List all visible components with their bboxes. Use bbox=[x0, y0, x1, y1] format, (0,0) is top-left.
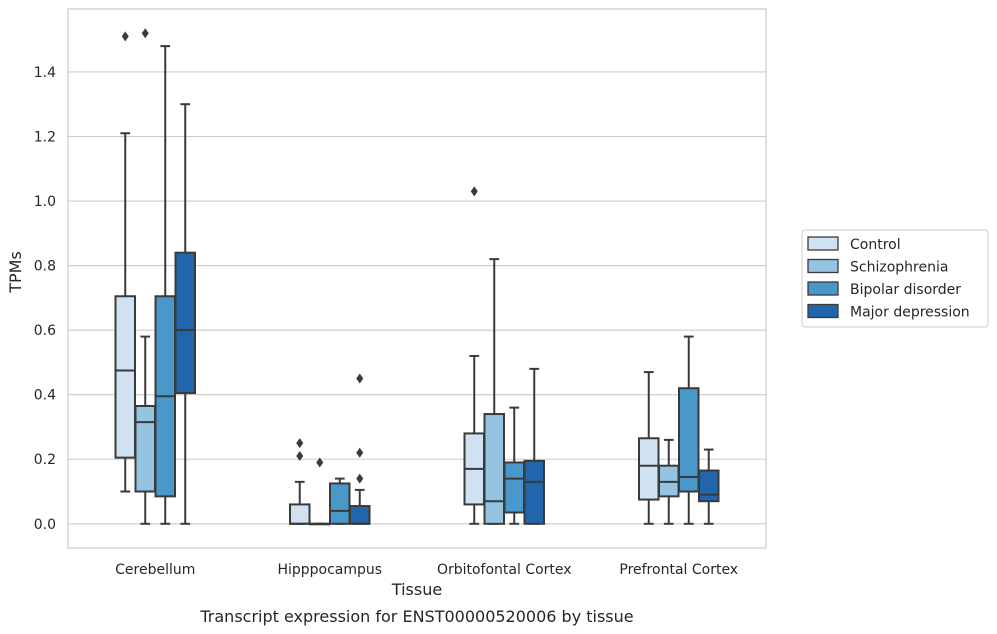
box-major-depression bbox=[174, 103, 196, 525]
y-tick-label: 1.4 bbox=[34, 65, 56, 81]
box-groups bbox=[114, 28, 720, 526]
box-iqr bbox=[174, 251, 196, 395]
outlier-point bbox=[141, 28, 149, 39]
y-tick-label: 0.4 bbox=[34, 388, 56, 404]
box-iqr bbox=[134, 404, 156, 493]
x-tick-label: Cerebellum bbox=[115, 562, 195, 578]
box-major-depression bbox=[349, 373, 371, 525]
y-tick-label: 0.8 bbox=[34, 259, 56, 275]
box-bipolar-disorder bbox=[154, 45, 176, 525]
plot-frame bbox=[67, 8, 767, 549]
x-axis-ticks: Cerebellum Hipppocampus Orbitofontal Corte… bbox=[115, 562, 738, 578]
outlier-point bbox=[356, 473, 364, 484]
box-iqr bbox=[289, 503, 311, 525]
box-control bbox=[638, 371, 660, 525]
box-iqr bbox=[503, 461, 525, 514]
box-bipolar-disorder bbox=[678, 335, 700, 525]
y-tick-label: 0.0 bbox=[34, 517, 56, 533]
legend-swatch bbox=[807, 236, 839, 251]
legend-label: Bipolar disorder bbox=[850, 282, 961, 298]
legend-label: Major depression bbox=[850, 305, 970, 321]
box-iqr bbox=[114, 295, 136, 459]
box-iqr bbox=[638, 437, 660, 501]
legend: Control Schizophrenia Bipolar disorder Majo… bbox=[801, 229, 989, 328]
legend-swatch bbox=[807, 303, 839, 319]
box-iqr bbox=[329, 482, 351, 525]
outlier-point bbox=[470, 186, 478, 197]
box-major-depression bbox=[523, 367, 545, 525]
x-tick-label: Orbitofontal Cortex bbox=[437, 562, 572, 578]
box-iqr bbox=[678, 387, 700, 493]
y-tick-label: 1.0 bbox=[34, 194, 56, 210]
x-tick-label: Hipppocampus bbox=[277, 562, 382, 578]
outlier-point bbox=[296, 438, 304, 449]
box-bipolar-disorder bbox=[329, 477, 351, 525]
box-schizophrenia bbox=[309, 457, 331, 526]
box-major-depression bbox=[698, 448, 720, 525]
box-schizophrenia bbox=[483, 258, 505, 525]
y-axis-label: TPMs bbox=[6, 251, 25, 294]
legend-swatch bbox=[807, 258, 839, 274]
x-axis-label: Tissue bbox=[391, 580, 442, 599]
box-iqr bbox=[523, 459, 545, 525]
box-control bbox=[463, 186, 485, 525]
legend-swatch bbox=[807, 281, 839, 296]
outlier-point bbox=[316, 457, 324, 468]
y-axis-ticks: 0.0 0.2 0.4 0.6 0.8 1.0 1.2 1.4 bbox=[34, 65, 56, 533]
box-iqr bbox=[698, 469, 720, 503]
y-tick-label: 0.2 bbox=[34, 452, 56, 468]
box-bipolar-disorder bbox=[503, 406, 525, 525]
box-iqr bbox=[483, 413, 505, 525]
outlier-point bbox=[356, 447, 364, 458]
legend-label: Control bbox=[850, 237, 901, 253]
y-tick-label: 0.6 bbox=[34, 323, 56, 339]
y-tick-label: 1.2 bbox=[34, 129, 56, 145]
box-schizophrenia bbox=[658, 438, 680, 525]
outlier-point bbox=[356, 373, 364, 384]
outlier-point bbox=[296, 451, 304, 462]
box-schizophrenia bbox=[134, 28, 156, 525]
legend-frame bbox=[801, 229, 989, 328]
legend-label: Schizophrenia bbox=[850, 260, 948, 276]
outlier-point bbox=[121, 31, 129, 42]
chart-title: Transcript expression for ENST0000052000… bbox=[199, 607, 633, 626]
box-control bbox=[114, 31, 136, 493]
box-iqr bbox=[349, 505, 371, 525]
x-tick-label: Prefrontal Cortex bbox=[619, 562, 738, 578]
box-control bbox=[289, 438, 311, 525]
